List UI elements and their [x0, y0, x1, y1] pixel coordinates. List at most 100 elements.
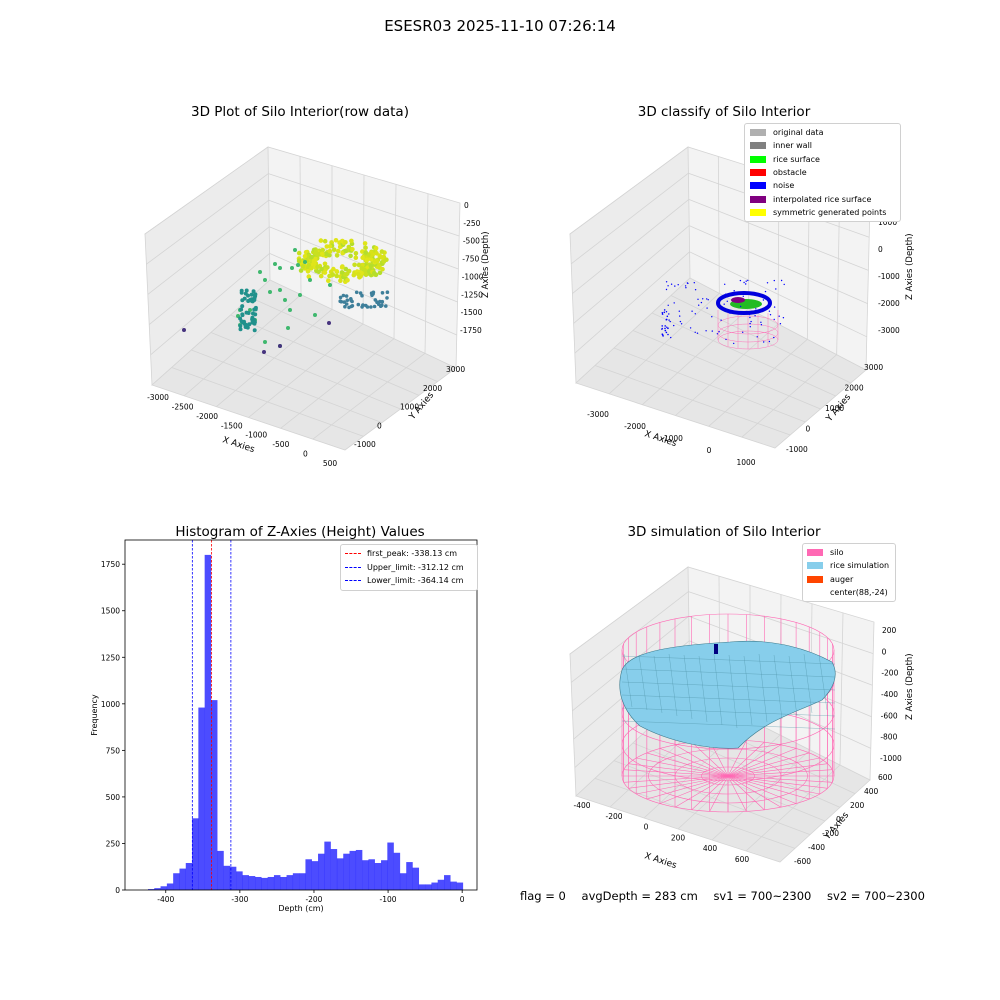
raw-point [315, 264, 320, 270]
histogram-bar [217, 850, 224, 890]
mesh-line [623, 653, 633, 708]
raw-point [379, 249, 385, 254]
raw-point [249, 292, 254, 297]
raw-point [322, 261, 328, 267]
noise-point [782, 317, 785, 319]
noise-point [733, 290, 735, 292]
histogram-bar [418, 884, 426, 890]
noise-point [666, 315, 669, 318]
raw-z-tick-label: -1750 [460, 326, 482, 335]
grid-line [150, 253, 270, 356]
mesh-line [621, 655, 836, 665]
histogram-bar [330, 849, 338, 890]
legend-label: Lower_limit: -364.14 cm [367, 576, 464, 586]
x-tick-label: -100 [380, 895, 397, 904]
simulation-x-tick-label: 400 [703, 844, 718, 853]
raw-point [318, 238, 324, 243]
raw-point [339, 265, 345, 270]
raw-point [373, 258, 378, 264]
noise-point [689, 327, 692, 329]
raw-point [353, 251, 359, 256]
histogram-title: Histogram of Z-Axies (Height) Values [175, 524, 425, 540]
raw-point [352, 262, 357, 268]
noise-point [723, 303, 725, 305]
classify-y-tick-label: 3000 [864, 363, 883, 372]
raw-point [278, 266, 282, 270]
raw-point [375, 300, 379, 304]
raw-point [247, 322, 252, 327]
grid-line [573, 225, 690, 324]
raw-point [278, 344, 282, 348]
grid-line [839, 612, 844, 766]
histogram-bar [437, 879, 445, 890]
raw-point [374, 251, 379, 256]
raw-point [338, 295, 343, 300]
histogram-bar [368, 859, 375, 890]
raw-point [253, 292, 258, 297]
raw-point [298, 268, 304, 273]
raw-point [298, 293, 302, 297]
histogram-bar [324, 841, 331, 890]
noise-point [748, 313, 751, 316]
noise-point [702, 298, 704, 300]
histogram-chart: -400 -300 -200 -100 0 0 250 500 750 1000 1250 1500 1… [90, 539, 478, 913]
histogram-bar [179, 868, 186, 890]
raw-x-tick-label: -1500 [221, 421, 243, 430]
raw-point [263, 278, 267, 282]
histogram-legend: first_peak: -338.13 cm Upper_limit: -312.… [340, 544, 478, 591]
grid-line [393, 184, 397, 339]
simulation-x-tick-label: 0 [644, 823, 649, 832]
simulation-z-tick-label: -800 [880, 733, 897, 742]
raw-point [252, 298, 257, 302]
histogram-bar [261, 877, 268, 890]
raw-point [322, 270, 328, 275]
grid-line [689, 225, 868, 304]
noise-point [726, 300, 728, 302]
legend-line-swatch [345, 553, 361, 555]
legend-label: center(88,-24) [830, 588, 888, 598]
histogram-xlabel: Depth (cm) [278, 904, 323, 913]
raw-point [320, 251, 325, 257]
grid-line [146, 173, 269, 265]
classify-y-tick-label: 0 [806, 425, 811, 434]
mesh-line [653, 655, 663, 714]
simulation-x-tick-label: 200 [671, 833, 686, 842]
histogram-reference-lines [191, 540, 232, 890]
noise-point [680, 323, 683, 325]
histogram-bar [267, 876, 275, 890]
legend-label: Upper_limit: -312.12 cm [367, 562, 464, 572]
noise-point [661, 333, 664, 335]
noise-point [768, 340, 771, 343]
histogram-bar [393, 852, 401, 890]
noise-point [743, 281, 745, 284]
noise-point [665, 281, 668, 283]
raw-point [363, 272, 369, 277]
classify-z-tick-label: -1000 [878, 272, 900, 281]
raw-x-tick-label: -1000 [245, 431, 267, 440]
noise-point [745, 280, 747, 282]
grid-line [147, 199, 270, 295]
mesh-line [638, 654, 648, 711]
legend-line-swatch [345, 580, 361, 582]
classify-xlabel: X Axies [643, 429, 678, 449]
raw-point [244, 288, 249, 293]
legend-swatch [807, 549, 823, 557]
x-tick-label: -300 [231, 895, 248, 904]
raw-point [363, 250, 368, 255]
raw-point [239, 307, 244, 312]
raw-point [248, 308, 252, 312]
histogram-legend-item: Lower_limit: -364.14 cm [345, 574, 473, 588]
raw-point [343, 304, 347, 309]
raw-point [344, 294, 349, 298]
noise-point [716, 333, 719, 335]
raw-z-tick-label: -1500 [461, 308, 483, 317]
noise-point [661, 312, 664, 314]
raw-point [381, 259, 387, 264]
raw-point [363, 245, 368, 251]
classify-y-tick-label: 2000 [845, 384, 864, 393]
noise-point [742, 295, 744, 297]
histogram-bar [192, 818, 199, 890]
raw-point [252, 328, 257, 333]
raw-point [246, 293, 250, 298]
simulation-3d-plot: -400 -200 0 200 400 600 -600 -400 -200 0 200 400 600… [569, 566, 915, 871]
